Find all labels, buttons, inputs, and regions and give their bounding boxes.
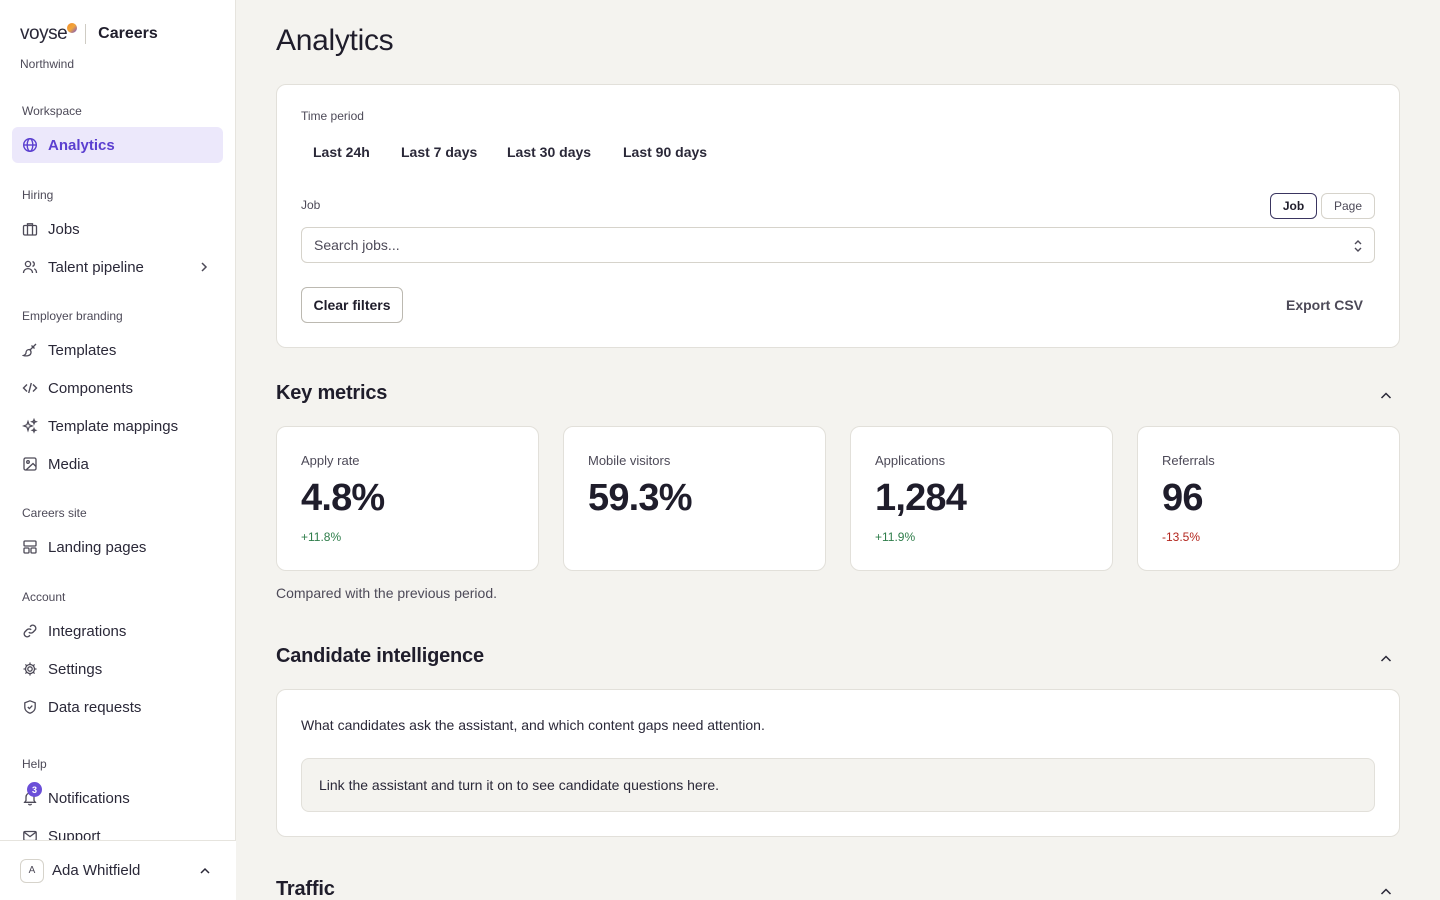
collapse-traffic-icon[interactable] [1378, 884, 1394, 900]
sparkles-icon [22, 418, 38, 434]
sidebar-item-jobs[interactable]: Jobs [12, 211, 223, 247]
collapse-candidate-intelligence-icon[interactable] [1378, 651, 1394, 667]
comparison-note: Compared with the previous period. [276, 585, 498, 601]
globe-icon [22, 137, 38, 153]
metric-value: 1,284 [875, 477, 967, 519]
organization-name: Northwind [20, 57, 75, 71]
sidebar-item-label: Media [48, 455, 89, 473]
main-content: Analytics Time period Last 24h Last 7 da… [236, 0, 1440, 900]
sidebar-item-label: Jobs [48, 220, 80, 238]
collapse-key-metrics-icon[interactable] [1378, 388, 1394, 404]
sidebar-item-label: Templates [48, 341, 117, 359]
metric-label: Referrals [1162, 453, 1215, 468]
brand-logo: voyse [20, 23, 78, 45]
period-last-7-days-button[interactable]: Last 7 days [389, 140, 489, 164]
avatar: A [20, 858, 44, 883]
metric-card-applications: Applications 1,284 +11.9% [850, 426, 1113, 571]
gear-icon [22, 661, 38, 677]
sidebar-item-templates[interactable]: Templates [12, 332, 223, 368]
metric-label: Apply rate [301, 453, 360, 468]
time-period-label: Time period [301, 109, 364, 123]
chevron-up-down-icon [1352, 238, 1364, 254]
scope-job-toggle[interactable]: Job [1270, 193, 1317, 219]
brand-logo-mark [67, 23, 78, 33]
sidebar-item-settings[interactable]: Settings [12, 651, 223, 687]
nav-section-employer-branding: Employer branding [22, 309, 123, 323]
metric-card-apply-rate: Apply rate 4.8% +11.8% [276, 426, 539, 571]
link-icon [22, 623, 38, 639]
job-search-placeholder: Search jobs... [314, 237, 400, 253]
key-metrics-title: Key metrics [276, 382, 388, 404]
nav-section-workspace: Workspace [22, 104, 82, 118]
sidebar-item-label: Data requests [48, 698, 142, 716]
sidebar-item-label: Landing pages [48, 538, 147, 556]
sidebar-item-media[interactable]: Media [12, 446, 223, 482]
period-last-24h-button[interactable]: Last 24h [301, 140, 382, 164]
notification-count-badge: 3 [27, 782, 42, 797]
brand[interactable]: voyse Careers [20, 22, 158, 46]
period-last-30-days-button[interactable]: Last 30 days [495, 140, 603, 164]
job-filter-label: Job [301, 198, 321, 212]
users-icon [22, 259, 38, 275]
briefcase-icon [22, 221, 38, 237]
product-name: Careers [98, 25, 158, 42]
candidate-intelligence-title: Candidate intelligence [276, 645, 484, 667]
sidebar-item-template-mappings[interactable]: Template mappings [12, 408, 223, 444]
page-title: Analytics [276, 24, 394, 57]
chevron-up-icon [198, 864, 212, 878]
metric-label: Applications [875, 453, 946, 468]
metric-card-referrals: Referrals 96 -13.5% [1137, 426, 1400, 571]
sidebar-item-talent-pipeline[interactable]: Talent pipeline [12, 249, 223, 285]
metric-value: 59.3% [588, 477, 693, 519]
candidate-intelligence-description: What candidates ask the assistant, and w… [301, 717, 765, 733]
image-icon [22, 456, 38, 472]
filters-card [276, 84, 1400, 348]
nav-section-careers-site: Careers site [22, 506, 87, 520]
metric-value: 4.8% [301, 477, 385, 519]
nav-section-account: Account [22, 590, 66, 604]
user-menu[interactable]: A Ada Whitfield [0, 840, 236, 900]
sidebar-item-data-requests[interactable]: Data requests [12, 689, 223, 725]
period-last-90-days-button[interactable]: Last 90 days [611, 140, 719, 164]
empty-state-message: Link the assistant and turn it on to see… [319, 777, 720, 793]
brush-icon [22, 342, 38, 358]
sidebar-item-label: Analytics [48, 136, 115, 154]
metric-label: Mobile visitors [588, 453, 671, 468]
clear-filters-button[interactable]: Clear filters [301, 287, 403, 323]
sidebar-item-label: Template mappings [48, 417, 179, 435]
candidate-intelligence-empty-state: Link the assistant and turn it on to see… [301, 758, 1375, 812]
layout-icon [22, 539, 38, 555]
sidebar: voyse Careers Northwind Workspace Analyt… [0, 0, 236, 900]
sidebar-item-notifications[interactable]: 3 Notifications [12, 780, 223, 816]
metric-delta: +11.9% [875, 530, 916, 544]
user-name: Ada Whitfield [52, 862, 141, 879]
nav-section-hiring: Hiring [22, 188, 54, 202]
export-csv-button[interactable]: Export CSV [1276, 287, 1376, 323]
code-icon [22, 380, 38, 396]
metric-delta: +11.8% [301, 530, 342, 544]
metric-card-mobile-visitors: Mobile visitors 59.3% [563, 426, 826, 571]
sidebar-item-label: Components [48, 379, 134, 397]
sidebar-item-components[interactable]: Components [12, 370, 223, 406]
shield-icon [22, 699, 38, 715]
chevron-right-icon [197, 260, 211, 274]
sidebar-item-label: Notifications [48, 789, 130, 807]
nav-section-help: Help [22, 757, 47, 771]
sidebar-item-label: Talent pipeline [48, 258, 144, 276]
sidebar-item-landing-pages[interactable]: Landing pages [12, 529, 223, 565]
traffic-title: Traffic [276, 878, 335, 900]
scope-page-toggle[interactable]: Page [1321, 193, 1375, 219]
bell-icon: 3 [22, 782, 42, 806]
metric-value: 96 [1162, 477, 1203, 519]
sidebar-item-label: Settings [48, 660, 103, 678]
brand-divider [85, 24, 87, 44]
sidebar-item-analytics[interactable]: Analytics [12, 127, 223, 163]
sidebar-item-label: Integrations [48, 622, 127, 640]
job-search-select[interactable]: Search jobs... [301, 227, 1375, 263]
candidate-intelligence-card: What candidates ask the assistant, and w… [276, 689, 1400, 837]
metric-delta: -13.5% [1162, 530, 1201, 544]
sidebar-item-integrations[interactable]: Integrations [12, 613, 223, 649]
